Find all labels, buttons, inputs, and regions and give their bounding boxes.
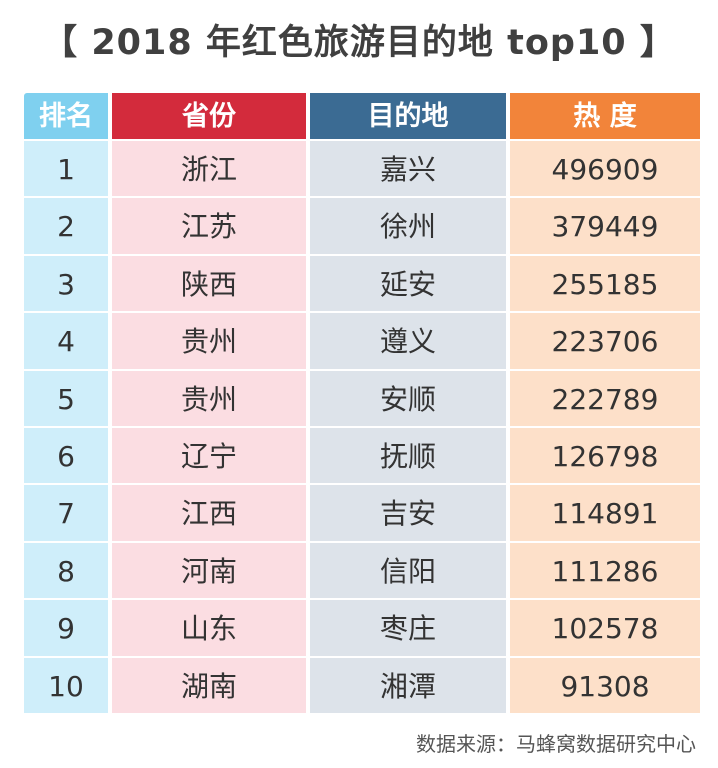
cell-province: 湖南 bbox=[112, 657, 306, 715]
ranking-table: 排名 1 2 3 4 5 6 7 8 9 10 省份 浙江 江苏 陕西 贵州 贵州 辽宁 江西 河南 山东 湖南 目… bbox=[24, 93, 700, 715]
cell-province: 河南 bbox=[112, 542, 306, 601]
header-rank: 排名 bbox=[24, 93, 108, 141]
cell-rank: 6 bbox=[24, 428, 108, 486]
cell-rank: 5 bbox=[24, 370, 108, 428]
cell-province: 江苏 bbox=[112, 198, 306, 256]
cell-rank: 7 bbox=[24, 485, 108, 543]
cell-heat: 496909 bbox=[510, 141, 700, 199]
cell-province: 浙江 bbox=[112, 141, 306, 199]
cell-destination: 信阳 bbox=[310, 542, 506, 601]
cell-province: 贵州 bbox=[112, 313, 306, 371]
cell-province: 陕西 bbox=[112, 255, 306, 314]
column-province: 省份 浙江 江苏 陕西 贵州 贵州 辽宁 江西 河南 山东 湖南 bbox=[112, 93, 306, 715]
column-heat: 热 度 496909 379449 255185 223706 222789 126798… bbox=[510, 93, 700, 715]
cell-rank: 3 bbox=[24, 255, 108, 314]
cell-destination: 枣庄 bbox=[310, 600, 506, 658]
cell-destination: 安顺 bbox=[310, 370, 506, 428]
header-destination: 目的地 bbox=[310, 93, 506, 141]
chart-title: 【 2018 年红色旅游目的地 top10 】 bbox=[0, 8, 718, 78]
cell-heat: 114891 bbox=[510, 485, 700, 543]
cell-heat: 126798 bbox=[510, 428, 700, 486]
title-text: 2018 年红色旅游目的地 top10 bbox=[91, 23, 627, 63]
cell-heat: 102578 bbox=[510, 600, 700, 658]
column-destination: 目的地 嘉兴 徐州 延安 遵义 安顺 抚顺 吉安 信阳 枣庄 湘潭 bbox=[310, 93, 506, 715]
header-province: 省份 bbox=[112, 93, 306, 141]
cell-rank: 9 bbox=[24, 600, 108, 658]
cell-province: 山东 bbox=[112, 600, 306, 658]
cell-rank: 4 bbox=[24, 313, 108, 371]
cell-destination: 遵义 bbox=[310, 313, 506, 371]
cell-destination: 徐州 bbox=[310, 198, 506, 256]
cell-destination: 延安 bbox=[310, 255, 506, 314]
cell-destination: 嘉兴 bbox=[310, 141, 506, 199]
cell-rank: 10 bbox=[24, 657, 108, 715]
cell-heat: 379449 bbox=[510, 198, 700, 256]
cell-province: 贵州 bbox=[112, 370, 306, 428]
cell-rank: 1 bbox=[24, 141, 108, 199]
cell-heat: 222789 bbox=[510, 370, 700, 428]
header-heat: 热 度 bbox=[510, 93, 700, 141]
cell-destination: 湘潭 bbox=[310, 657, 506, 715]
data-source: 数据来源：马蜂窝数据研究中心 bbox=[416, 732, 696, 756]
cell-heat: 111286 bbox=[510, 542, 700, 601]
cell-heat: 255185 bbox=[510, 255, 700, 314]
cell-destination: 抚顺 bbox=[310, 428, 506, 486]
column-rank: 排名 1 2 3 4 5 6 7 8 9 10 bbox=[24, 93, 108, 715]
cell-province: 辽宁 bbox=[112, 428, 306, 486]
cell-destination: 吉安 bbox=[310, 485, 506, 543]
cell-heat: 223706 bbox=[510, 313, 700, 371]
cell-province: 江西 bbox=[112, 485, 306, 543]
title-left-bracket: 【 bbox=[42, 23, 79, 63]
title-right-bracket: 】 bbox=[639, 23, 676, 63]
cell-rank: 2 bbox=[24, 198, 108, 256]
cell-heat: 91308 bbox=[510, 657, 700, 715]
cell-rank: 8 bbox=[24, 542, 108, 601]
